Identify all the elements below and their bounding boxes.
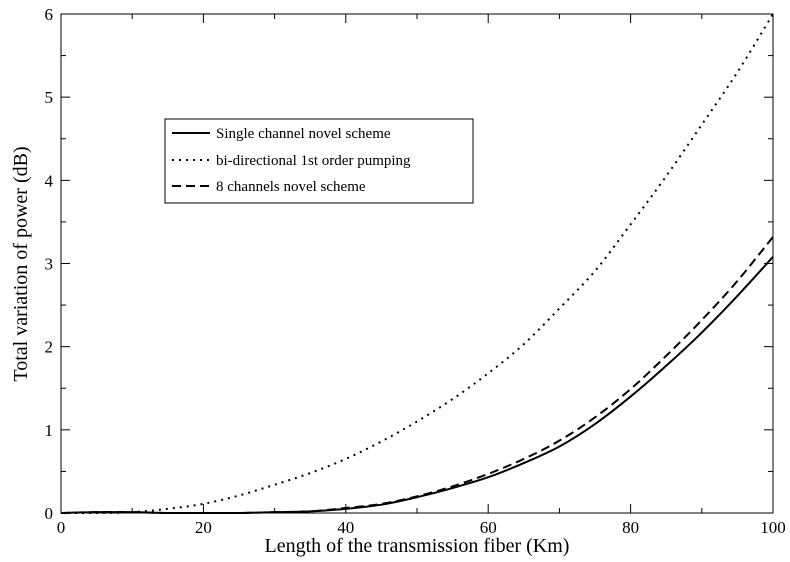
- y-tick-label: 1: [45, 421, 54, 440]
- x-tick-label: 20: [195, 518, 212, 537]
- x-tick-label: 100: [760, 518, 786, 537]
- legend-label-8-channels: 8 channels novel scheme: [216, 179, 366, 195]
- y-tick-label: 0: [45, 504, 54, 523]
- x-tick-label: 80: [622, 518, 639, 537]
- legend-label-bidirectional: bi-directional 1st order pumping: [216, 153, 411, 169]
- series-line-8-channels: [60, 236, 774, 515]
- legend: Single channel novel scheme bi-direction…: [164, 118, 474, 204]
- legend-label-single-channel: Single channel novel scheme: [216, 126, 391, 142]
- y-tick-label: 3: [45, 255, 54, 274]
- x-axis-title: Length of the transmission fiber (Km): [265, 535, 570, 557]
- plot-frame: [60, 13, 774, 514]
- y-axis-title: Total variation of power (dB): [10, 146, 32, 381]
- series-line-single-channel: [60, 256, 774, 515]
- y-tick-label: 6: [45, 5, 54, 24]
- axis-ticks: [60, 13, 774, 514]
- y-tick-label: 4: [45, 171, 54, 190]
- y-tick-label: 2: [45, 338, 54, 357]
- series-line-bidirectional: [60, 13, 774, 515]
- x-tick-label: 40: [337, 518, 354, 537]
- legend-box: [164, 118, 474, 204]
- x-tick-label: 60: [480, 518, 497, 537]
- y-tick-label: 5: [45, 88, 54, 107]
- series-layer: [60, 13, 774, 515]
- tick-labels: 0 20 40 60 80 100 0 1 2 3 4 5 6: [45, 5, 786, 537]
- x-tick-label: 0: [57, 518, 66, 537]
